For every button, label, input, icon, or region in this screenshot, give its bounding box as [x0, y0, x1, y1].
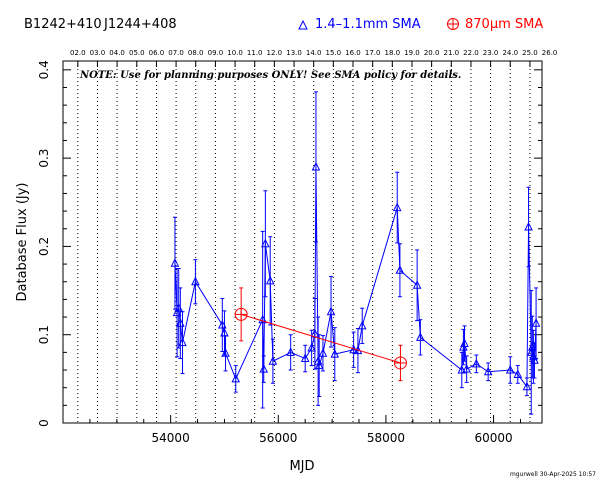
year-gridlines — [77, 61, 531, 423]
top-tick-label: 22.0 — [463, 49, 479, 57]
top-tick-label: 23.0 — [483, 49, 499, 57]
x-tick-label: 54000 — [152, 431, 190, 445]
top-tick-label: 16.0 — [345, 49, 361, 57]
source-name-j2000: J1244+408 — [103, 17, 177, 32]
legend-red-label: 870μm SMA — [465, 17, 543, 32]
data-point — [318, 348, 328, 357]
legend: 1.4–1.1mm SMA 870μm SMA — [298, 17, 543, 32]
top-tick-label: 13.0 — [286, 49, 302, 57]
data-point — [261, 238, 270, 248]
planning-note: NOTE: Use for planning purposes ONLY! Se… — [79, 70, 461, 81]
x-axis-label: MJD — [289, 459, 314, 474]
data-point — [393, 356, 407, 370]
plot-frame — [62, 60, 543, 424]
data-point — [300, 353, 310, 363]
series-red — [234, 287, 407, 382]
top-tick-label: 21.0 — [444, 49, 460, 57]
top-tick-label: 03.0 — [90, 49, 106, 57]
top-tick-label: 10.0 — [227, 49, 243, 57]
data-point — [231, 373, 241, 383]
data-point — [265, 275, 275, 285]
data-point — [524, 221, 533, 231]
y-axis-label: Database Flux (Jy) — [15, 183, 30, 302]
top-tick-label: 18.0 — [385, 49, 401, 57]
data-point — [412, 280, 422, 289]
footer-credit: mgurwell 30-Apr-2025 10:57 — [510, 471, 596, 478]
y-tick-label: 0 — [37, 419, 51, 427]
data-point — [326, 306, 336, 316]
data-point — [395, 265, 405, 274]
top-tick-label: 17.0 — [365, 49, 381, 57]
data-point — [513, 369, 523, 378]
legend-red-circle-plus-icon — [447, 18, 459, 30]
series-line — [240, 313, 401, 364]
data-point — [268, 356, 278, 365]
data-point — [416, 332, 425, 341]
data-point — [191, 276, 200, 286]
data-point — [258, 314, 267, 324]
data-point — [457, 364, 467, 374]
legend-blue-triangle-icon — [298, 19, 308, 30]
data-point — [392, 202, 402, 212]
top-tick-label: 06.0 — [149, 49, 165, 57]
series-layer — [170, 91, 541, 415]
x-axis: 54000 56000 58000 60000 — [62, 415, 521, 445]
data-point — [357, 320, 367, 330]
data-point — [307, 342, 316, 352]
data-point — [530, 355, 539, 364]
data-point — [286, 347, 295, 356]
series-blue — [170, 91, 541, 415]
top-tick-label: 04.0 — [109, 49, 125, 57]
data-point — [531, 318, 541, 327]
data-point — [311, 161, 321, 171]
top-tick-label: 25.0 — [522, 49, 538, 57]
data-point — [483, 366, 493, 376]
data-point — [221, 348, 230, 357]
top-tick-label: 20.0 — [424, 49, 440, 57]
data-point — [330, 349, 340, 358]
y-tick-label: 0.1 — [37, 325, 51, 344]
top-tick-label: 26.0 — [542, 49, 558, 57]
data-point — [522, 381, 532, 391]
top-year-axis: 02.0 03.0 04.0 05.0 06.0 07.0 08.0 09.0 10.0 11.0… — [70, 49, 557, 67]
y-tick-label: 0.2 — [37, 237, 51, 256]
top-tick-label: 24.0 — [502, 49, 518, 57]
y-tick-label: 0.3 — [37, 149, 51, 168]
data-point — [178, 337, 187, 347]
x-tick-label: 56000 — [259, 431, 297, 445]
data-point — [505, 364, 515, 374]
data-point — [259, 364, 269, 373]
top-tick-label: 02.0 — [70, 49, 86, 57]
data-point — [462, 364, 471, 373]
top-tick-label: 07.0 — [168, 49, 184, 57]
data-point — [529, 351, 538, 361]
data-point — [314, 360, 324, 370]
top-tick-label: 08.0 — [188, 49, 204, 57]
top-tick-label: 14.0 — [306, 49, 322, 57]
legend-blue-label: 1.4–1.1mm SMA — [315, 17, 421, 32]
top-tick-label: 11.0 — [247, 49, 263, 57]
top-tick-label: 09.0 — [208, 49, 224, 57]
data-point — [234, 307, 248, 321]
y-tick-label: 0.4 — [37, 60, 51, 79]
y-axis: 0 0.1 0.2 0.3 0.4 — [37, 60, 542, 427]
source-name-b1950: B1242+410 — [24, 17, 102, 32]
top-tick-label: 15.0 — [326, 49, 342, 57]
data-point — [170, 258, 180, 267]
data-point — [460, 338, 469, 348]
top-tick-label: 19.0 — [404, 49, 420, 57]
data-point — [472, 358, 481, 368]
x-tick-label: 60000 — [474, 431, 512, 445]
top-tick-label: 12.0 — [267, 49, 283, 57]
x-tick-label: 58000 — [367, 431, 405, 445]
top-tick-label: 05.0 — [129, 49, 145, 57]
